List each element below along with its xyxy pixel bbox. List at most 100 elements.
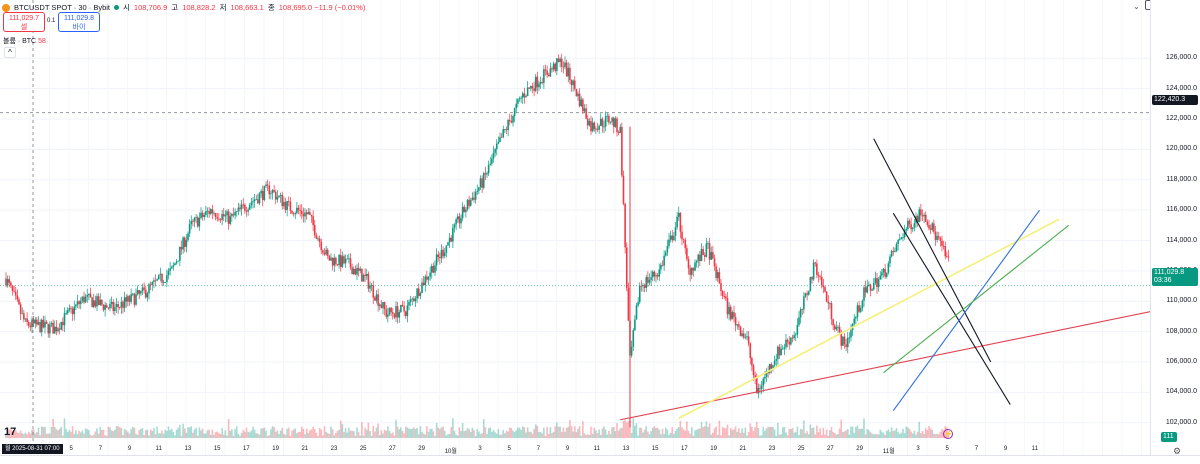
candle-body [279, 194, 282, 196]
candle-body [937, 236, 940, 238]
candle-body [651, 271, 654, 278]
candle-body [749, 343, 752, 358]
volume-bar [62, 435, 64, 438]
volume-bar [796, 426, 799, 438]
volume-bar [144, 430, 147, 438]
time-tick-label: 19 [710, 446, 717, 452]
volume-bar [881, 431, 883, 438]
green-trendline [883, 224, 1070, 374]
volume-bar [738, 428, 740, 438]
volume-bar [362, 435, 365, 438]
candle-body [60, 321, 63, 330]
candle-body [393, 313, 396, 318]
candle-body [29, 325, 32, 328]
candle-body [848, 337, 851, 339]
volume-bar [497, 429, 500, 438]
candle-body [531, 85, 534, 89]
volume-bar [58, 428, 61, 438]
volume-bar [635, 423, 638, 438]
tradingview-logo-icon[interactable]: 17 [4, 426, 17, 438]
volume-bar [68, 429, 71, 438]
candle-body [179, 246, 181, 261]
candle-body [907, 220, 909, 229]
time-tick-label: 7 [536, 446, 541, 452]
candle-body [491, 158, 493, 164]
sell-button[interactable]: 111,029.7 셀 [3, 12, 45, 32]
volume-bar [456, 435, 459, 438]
volume-bar [825, 429, 828, 438]
chart-area[interactable] [0, 0, 1150, 463]
candle-body [109, 303, 111, 309]
candle-body [349, 258, 352, 268]
candle-body [11, 285, 14, 291]
volume-bar [617, 430, 620, 438]
volume-bar [102, 429, 105, 438]
candle-body [255, 199, 258, 201]
candle-body [866, 285, 869, 293]
candle-body [551, 68, 553, 70]
candle-body [733, 312, 735, 318]
collapse-legend-button[interactable]: ^ [4, 47, 16, 58]
volume-bar [141, 428, 144, 438]
candle-body [515, 103, 518, 109]
candle-body [37, 322, 40, 325]
candle-body [271, 190, 274, 194]
volume-bar [785, 432, 787, 438]
volume-bar [609, 434, 612, 438]
volume-bar [190, 426, 193, 438]
candle-body [812, 262, 815, 280]
volume-bar [489, 427, 492, 438]
candle-body [868, 284, 870, 286]
candle-body [456, 216, 459, 220]
volume-bar [92, 434, 95, 438]
lightning-icon[interactable]: ⚡ [943, 429, 953, 439]
candle-body [287, 201, 290, 202]
candle-body [775, 359, 778, 361]
price-chart[interactable] [0, 0, 1150, 463]
volume-bar [81, 430, 84, 438]
candle-body [500, 137, 503, 138]
volume-bar [260, 428, 262, 438]
candle-body [317, 238, 319, 240]
volume-bar [198, 427, 201, 438]
price-axis[interactable]: 126,000.0 124,000.0 122,000.0 120,000.0 118,… [1150, 0, 1200, 463]
volume-bar [136, 434, 139, 438]
price-tick-label: 106,000.0 [1165, 358, 1197, 366]
volume-bar [624, 419, 626, 438]
candle-body [318, 238, 321, 242]
volume-bar [798, 435, 800, 438]
time-tick-label: 5 [945, 446, 949, 452]
high-label: 고 [171, 3, 179, 12]
volume-bar [221, 428, 223, 438]
volume-bar [79, 432, 82, 438]
symbol-title[interactable]: BTCUSDT SPOT · 30 · Bybit [14, 3, 110, 12]
volume-bar [499, 434, 501, 438]
candle-body [656, 275, 659, 277]
candle-body [939, 237, 942, 241]
chevron-down-icon[interactable]: ⌄ [1133, 2, 1140, 11]
time-tick-label: 17 [681, 446, 688, 452]
volume-bar [304, 434, 306, 438]
gear-icon[interactable]: ⚙ [1173, 446, 1182, 456]
volume-bar [650, 431, 652, 438]
volume-bar [50, 427, 53, 438]
candle-body [91, 297, 93, 307]
volume-bar [573, 426, 576, 438]
volume-bar [916, 431, 919, 438]
candle-body [211, 209, 214, 214]
candle-body [807, 291, 810, 295]
volume-bar [721, 426, 724, 438]
candle-body [664, 252, 667, 256]
candle-body [726, 298, 729, 315]
volume-bar [632, 418, 635, 438]
time-tick-label: 5 [507, 446, 511, 452]
volume-bar [848, 434, 851, 438]
time-axis-bar[interactable] [0, 455, 1200, 464]
volume-bar [822, 427, 825, 438]
volume-bar [858, 429, 860, 438]
candle-body [52, 322, 54, 334]
volume-bar [513, 432, 516, 438]
time-tick-label: 11월 [882, 449, 895, 455]
buy-button[interactable]: 111,029.8 바이 [58, 12, 100, 32]
volume-bar [859, 428, 862, 438]
